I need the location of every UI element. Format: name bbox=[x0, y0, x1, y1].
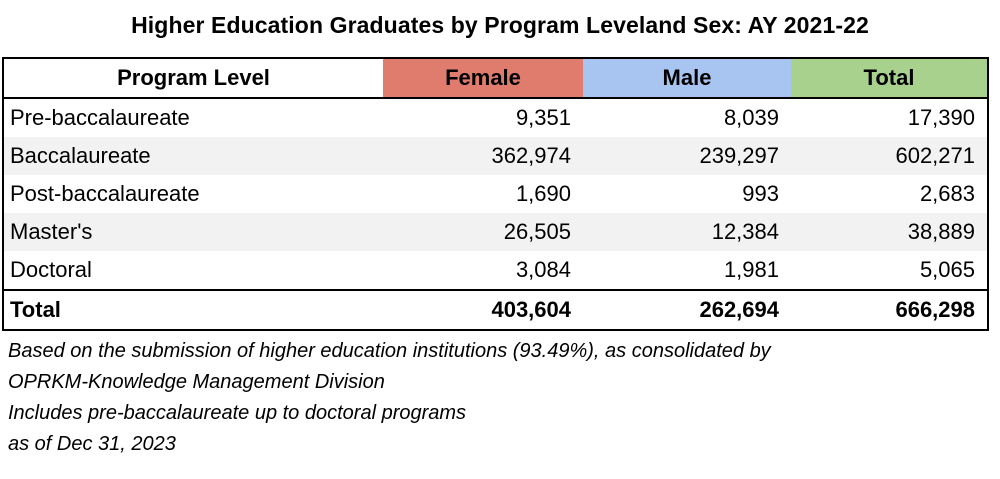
cell-total: 5,065 bbox=[791, 251, 989, 290]
footnote-line: as of Dec 31, 2023 bbox=[8, 433, 176, 455]
cell-male: 8,039 bbox=[723, 105, 779, 130]
cell-female: 362,974 bbox=[383, 137, 583, 175]
cell-male: 239,297 bbox=[583, 137, 791, 175]
cell-female: 26,505 bbox=[383, 213, 583, 251]
cell-level: Total bbox=[2, 289, 383, 331]
table-row: Master's 26,505 12,384 38,889 bbox=[2, 213, 989, 251]
cell-level: Master's bbox=[2, 213, 383, 251]
cell-female: 403,604 bbox=[383, 289, 583, 331]
table-row: Pre-baccalaureate 9,351 8,039 17,390 bbox=[2, 98, 989, 137]
table-title: Higher Education Graduates by Program Le… bbox=[131, 12, 869, 38]
header-female: Female bbox=[383, 57, 583, 99]
cell-female: 9,351 bbox=[515, 105, 571, 130]
footnotes: Based on the submission of higher educat… bbox=[8, 336, 988, 460]
cell-male: 12,384 bbox=[583, 213, 791, 251]
cell-total: 17,390 bbox=[791, 98, 989, 137]
table-row: Post-baccalaureate 1,690 993 2,683 bbox=[2, 175, 989, 213]
footnote-line: OPRKM-Knowledge Management Division bbox=[8, 371, 385, 393]
table-row: Doctoral 3,084 1,981 5,065 bbox=[2, 251, 989, 290]
header-total: Total bbox=[791, 57, 989, 99]
cell-total: 38,889 bbox=[791, 213, 989, 251]
total-row: Total 403,604 262,694 666,298 bbox=[2, 289, 989, 331]
cell-level: Doctoral bbox=[2, 251, 383, 290]
table-row: Baccalaureate 362,974 239,297 602,271 bbox=[2, 137, 989, 175]
header-row: Program Level Female Male Total bbox=[2, 57, 989, 99]
cell-level: Pre-baccalaureate bbox=[2, 98, 383, 137]
footnote-line: Based on the submission of higher educat… bbox=[8, 340, 771, 362]
cell-level: Post-baccalaureate bbox=[2, 175, 383, 213]
cell-male: 262,694 bbox=[583, 289, 791, 331]
cell-female: 3,084 bbox=[515, 257, 571, 282]
cell-total: 666,298 bbox=[791, 289, 989, 331]
cell-male: 1,981 bbox=[723, 257, 779, 282]
footnote-line: Includes pre-baccalaureate up to doctora… bbox=[8, 402, 467, 424]
cell-total: 2,683 bbox=[791, 175, 989, 213]
cell-level: Baccalaureate bbox=[2, 137, 383, 175]
cell-male: 993 bbox=[742, 181, 779, 206]
cell-total: 602,271 bbox=[791, 137, 989, 175]
graduates-table: Program Level Female Male Total Pre-bacc… bbox=[2, 57, 989, 331]
header-program-level: Program Level bbox=[2, 57, 383, 99]
cell-female: 1,690 bbox=[515, 181, 571, 206]
header-male: Male bbox=[583, 57, 791, 99]
